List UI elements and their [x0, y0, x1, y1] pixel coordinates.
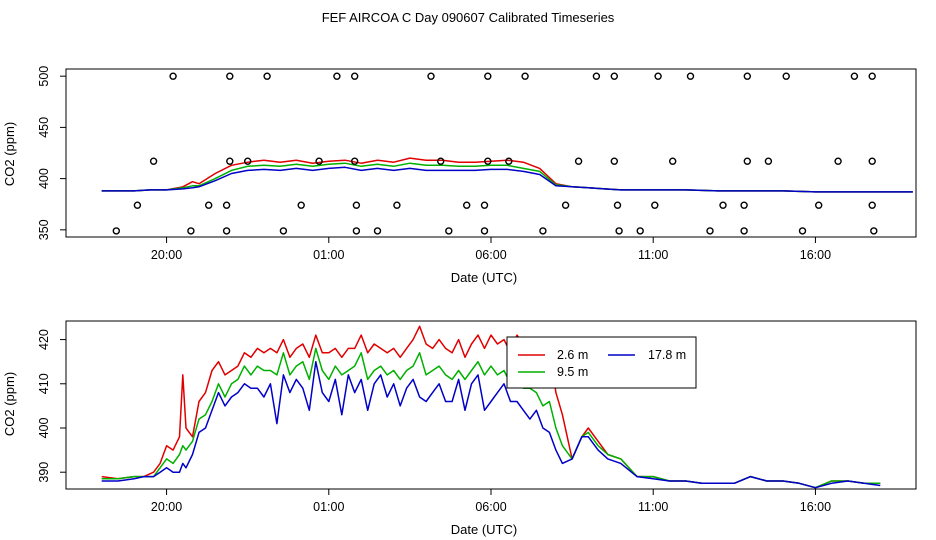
top-scatter-point	[743, 157, 751, 165]
top-scatter-point	[686, 72, 695, 80]
bottom-y-tick-label: 420	[37, 329, 51, 350]
top-scatter-point	[868, 201, 876, 209]
top-scatter-point	[169, 72, 177, 80]
bottom-x-tick-label: 01:00	[313, 500, 344, 514]
bottom-y-tick-label: 390	[37, 462, 51, 483]
top-scatter-point	[743, 72, 751, 80]
top-scatter-point	[315, 157, 323, 165]
bottom-x-axis-label: Date (UTC)	[451, 522, 517, 537]
bottom-x-tick-label: 11:00	[638, 500, 668, 514]
top-scatter-point	[669, 157, 677, 165]
top-scatter-point	[740, 201, 748, 209]
bottom-y-axis-label: CO2 (ppm)	[2, 372, 17, 436]
top-scatter-point	[463, 201, 471, 209]
top-y-tick-label: 350	[37, 219, 51, 240]
top-x-tick-label: 16:00	[800, 248, 831, 262]
top-scatter-point	[764, 157, 773, 165]
top-scatter-point	[133, 201, 142, 209]
top-y-tick-label: 450	[37, 117, 51, 138]
bottom-series-line-17-8-m	[101, 360, 881, 489]
top-scatter-point	[373, 227, 382, 235]
top-scatter-point	[393, 201, 401, 209]
top-scatter-point	[480, 227, 489, 235]
top-scatter-point	[654, 72, 662, 80]
top-scatter-point	[333, 72, 341, 80]
chart-title: FEF AIRCOA C Day 090607 Calibrated Times…	[322, 10, 615, 25]
top-scatter-point	[868, 157, 876, 165]
top-scatter-point	[480, 201, 489, 209]
top-scatter-point	[279, 227, 288, 235]
top-scatter-point	[834, 157, 842, 165]
top-scatter-point	[226, 72, 234, 80]
top-scatter-point	[484, 157, 492, 165]
top-scatter-point	[782, 72, 790, 80]
top-plot-box	[65, 68, 917, 238]
top-scatter-point	[610, 72, 618, 80]
top-panel: 20:00 01:00 06:00 11:00 16:00 350 400 450 500 D…	[2, 66, 917, 285]
top-scatter-point	[539, 227, 547, 235]
top-y-axis-label: CO2 (ppm)	[2, 122, 17, 186]
top-scatter-point	[351, 157, 359, 165]
legend-label-9-5m: 9.5 m	[557, 365, 588, 379]
top-x-axis-label: Date (UTC)	[451, 270, 517, 285]
top-scatter-point	[484, 72, 492, 80]
bottom-series-line-2-6-m	[101, 325, 881, 489]
top-scatter-point	[352, 227, 361, 235]
top-x-tick-label: 01:00	[313, 248, 344, 262]
top-x-tick-label: 11:00	[638, 248, 668, 262]
top-scatter-point	[798, 227, 807, 235]
bottom-y-tick-label: 410	[37, 373, 51, 394]
top-scatter-point	[868, 72, 876, 80]
top-scatter-point	[226, 157, 234, 165]
top-scatter-point	[243, 157, 252, 165]
top-y-tick-label: 400	[37, 168, 51, 189]
bottom-series-line-9-5-m	[101, 347, 881, 489]
top-scatter-point	[427, 72, 435, 80]
bottom-plot-box	[65, 320, 917, 490]
top-series-line-17-8-m	[101, 166, 913, 193]
top-scatter-point	[297, 201, 305, 209]
top-scatter-point	[574, 157, 583, 165]
legend: 2.6 m 17.8 m 9.5 m	[506, 336, 697, 389]
top-scatter-point	[610, 157, 618, 165]
bottom-x-tick-label: 16:00	[800, 500, 831, 514]
top-scatter-point	[222, 227, 231, 235]
top-scatter-point	[561, 201, 570, 209]
bottom-y-tick-label: 400	[37, 418, 51, 439]
top-scatter-point	[521, 72, 529, 80]
legend-label-17-8m: 17.8 m	[648, 348, 686, 362]
top-scatter-point	[850, 72, 859, 80]
top-scatter-point	[263, 72, 271, 80]
top-x-tick-label: 06:00	[475, 248, 506, 262]
top-scatter-point	[437, 157, 445, 165]
top-scatter-point	[149, 157, 158, 165]
top-scatter-point	[740, 227, 748, 235]
top-scatter-point	[112, 227, 121, 235]
top-scatter-point	[870, 227, 878, 235]
top-scatter-point	[204, 201, 213, 209]
bottom-panel: 20:00 01:00 06:00 11:00 16:00 390 400 410 420 D…	[2, 320, 917, 537]
top-scatter-point	[505, 157, 513, 165]
top-scatter-point	[719, 201, 727, 209]
bottom-x-tick-label: 06:00	[475, 500, 506, 514]
top-scatter-point	[651, 201, 659, 209]
top-scatter-point	[615, 227, 623, 235]
top-scatter-point	[613, 201, 622, 209]
top-scatter-point	[351, 72, 359, 80]
top-scatter-point	[222, 201, 231, 209]
top-scatter-point	[352, 201, 361, 209]
top-scatter-point	[445, 227, 453, 235]
top-scatter-point	[706, 227, 714, 235]
top-scatter-point	[636, 227, 644, 235]
top-scatter-point	[187, 227, 195, 235]
top-x-tick-label: 20:00	[151, 248, 182, 262]
top-scatter-point	[592, 72, 601, 80]
top-scatter-point	[815, 201, 823, 209]
legend-box	[506, 336, 697, 389]
legend-label-2-6m: 2.6 m	[557, 348, 588, 362]
bottom-x-tick-label: 20:00	[151, 500, 182, 514]
top-y-tick-label: 500	[37, 66, 51, 87]
